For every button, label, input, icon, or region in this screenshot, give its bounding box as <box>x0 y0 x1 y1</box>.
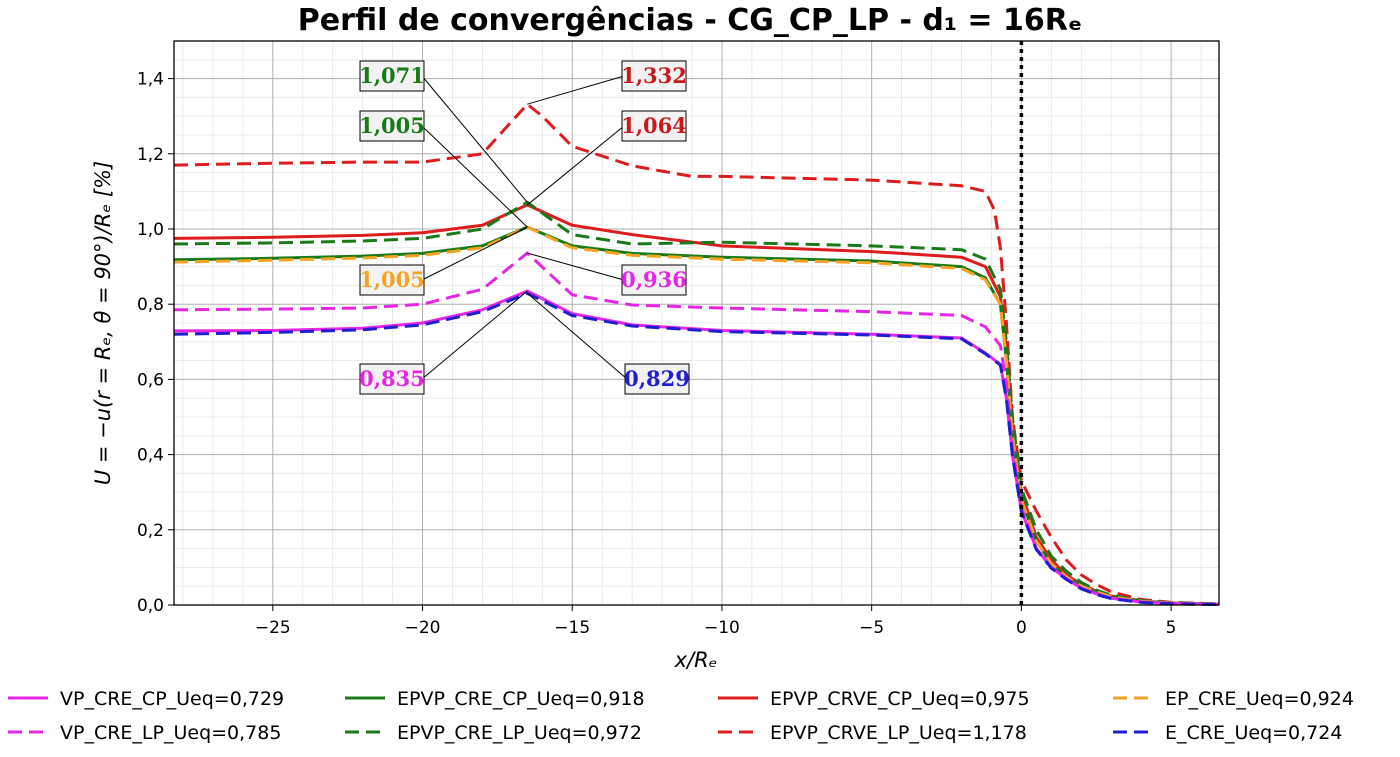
y-tick-label: 1,4 <box>137 70 164 90</box>
y-tick-label: 0,0 <box>137 596 164 616</box>
annotation-box <box>359 264 425 296</box>
annotation-label: 1,071 <box>359 63 425 88</box>
annotation-label: 1,332 <box>621 63 687 88</box>
x-tick-label: −20 <box>405 618 441 638</box>
x-tick-label: −15 <box>554 618 590 638</box>
annotation-label: 0,936 <box>621 267 687 292</box>
x-axis-ticks: −25 −20 −15 −10 −5 0 5 <box>255 605 1177 638</box>
annotation-label: 1,005 <box>359 113 425 138</box>
annotation-leader <box>526 292 628 380</box>
legend-entry: EPVP_CRE_LP_Ueq=0,972 <box>397 722 642 744</box>
y-tick-label: 1,2 <box>137 145 164 165</box>
y-tick-label: 0,2 <box>137 521 164 541</box>
legend-entry: EP_CRE_Ueq=0,924 <box>1165 688 1354 710</box>
minor-grid <box>174 41 1219 605</box>
y-tick-label: 0,6 <box>137 370 164 390</box>
x-tick-label: 5 <box>1166 618 1177 638</box>
legend-entry: VP_CRE_CP_Ueq=0,729 <box>60 688 284 710</box>
annotation-leader <box>421 125 528 228</box>
annotation-label: 1,005 <box>359 267 425 292</box>
x-tick-label: −25 <box>255 618 291 638</box>
y-axis-ticks: 0,0 0,2 0,4 0,6 0,8 1,0 1,2 1,4 <box>137 70 174 616</box>
annotation-box <box>621 110 687 142</box>
y-tick-label: 0,8 <box>137 295 164 315</box>
annotation-layer: 1,071 1,005 1,005 0,835 1,332 1,064 0,936 0,829 <box>359 60 690 395</box>
annotation-box <box>621 264 687 296</box>
annotation-leader <box>421 226 528 281</box>
y-tick-label: 0,4 <box>137 446 164 466</box>
legend-entry: VP_CRE_LP_Ueq=0,785 <box>60 722 281 744</box>
x-tick-label: −10 <box>704 618 740 638</box>
legend-entry: EPVP_CRE_CP_Ueq=0,918 <box>397 688 645 710</box>
annotation-leader <box>527 125 625 206</box>
legend-entry: EPVP_CRVE_LP_Ueq=1,178 <box>770 722 1027 744</box>
annotation-leader <box>527 252 625 281</box>
y-tick-label: 1,0 <box>137 220 164 240</box>
annotation-box <box>624 363 690 395</box>
series-line <box>173 200 1220 606</box>
annotation-leader <box>421 75 528 203</box>
annotation-label: 1,064 <box>621 113 687 138</box>
chart-title: Perfil de convergências - CG_CP_LP - d₁ … <box>298 3 1082 38</box>
annotation-box <box>359 110 425 142</box>
annotation-leader <box>421 290 528 380</box>
annotation-box <box>359 60 425 92</box>
plot-border <box>173 40 1220 606</box>
legend-entry: EPVP_CRVE_CP_Ueq=0,975 <box>770 688 1030 710</box>
plot-area <box>173 40 1220 607</box>
series-layer <box>173 102 1220 607</box>
series-line <box>173 102 1220 606</box>
x-tick-label: 0 <box>1016 618 1027 638</box>
y-axis-label: U = −u(r = Rₑ, θ = 90°)/Rₑ [%] <box>91 161 115 485</box>
legend: VP_CRE_CP_Ueq=0,729 EPVP_CRE_CP_Ueq=0,918… <box>8 688 1354 744</box>
annotation-label: 0,835 <box>359 366 425 391</box>
annotation-label: 0,829 <box>624 366 690 391</box>
x-tick-label: −5 <box>859 618 884 638</box>
series-line <box>173 251 1220 606</box>
annotation-box <box>621 60 687 92</box>
series-line <box>173 225 1220 606</box>
legend-entry: E_CRE_Ueq=0,724 <box>1165 722 1342 744</box>
x-axis-label: x/Rₑ <box>674 648 718 672</box>
annotation-leader <box>527 75 625 105</box>
annotation-box <box>359 363 425 395</box>
series-line <box>173 291 1220 607</box>
